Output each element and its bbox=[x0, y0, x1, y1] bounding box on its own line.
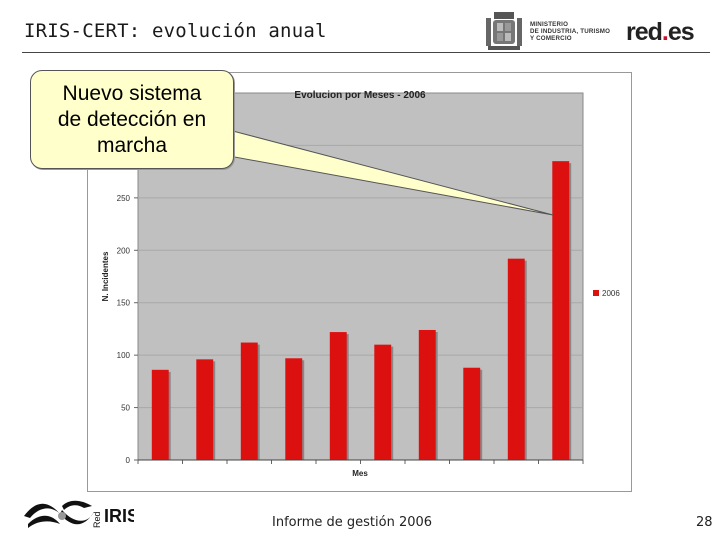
bar bbox=[151, 369, 169, 460]
slide-title: IRIS-CERT: evolución anual bbox=[24, 20, 327, 42]
x-axis-label: Mes bbox=[352, 469, 368, 478]
rediris-logo-red: Red bbox=[92, 511, 102, 528]
rede-logo: red.es bbox=[626, 18, 695, 47]
rediris-logo-mark: Red IRIS bbox=[24, 500, 139, 528]
ministry-line: MINISTERIO bbox=[530, 21, 569, 28]
y-tick-label: 250 bbox=[117, 194, 131, 203]
y-tick-label: 150 bbox=[117, 299, 131, 308]
bar bbox=[329, 332, 347, 460]
rede-logo-main: red bbox=[626, 18, 663, 46]
y-axis-label: N. Incidentes bbox=[101, 251, 110, 301]
callout-line: Nuevo sistema bbox=[62, 81, 202, 105]
bar bbox=[374, 344, 392, 460]
title-divider bbox=[22, 52, 710, 53]
y-tick-label: 50 bbox=[121, 404, 130, 413]
coat-of-arms-icon bbox=[486, 12, 522, 50]
footer-report-title: Informe de gestión 2006 bbox=[272, 515, 433, 530]
ministry-line: Y COMERCIO bbox=[530, 35, 572, 42]
y-tick-label: 200 bbox=[117, 246, 131, 255]
callout-bubble: Nuevo sistema de detección en marcha bbox=[30, 70, 234, 169]
bar bbox=[418, 329, 436, 460]
y-tick-label: 100 bbox=[117, 351, 131, 360]
rediris-logo: Red IRIS bbox=[22, 494, 139, 532]
rede-logo-tld: es bbox=[667, 18, 695, 46]
rediris-logo-iris: IRIS bbox=[104, 506, 134, 526]
legend-label: 2006 bbox=[602, 289, 620, 298]
bar bbox=[240, 342, 258, 460]
ministry-name: MINISTERIO DE INDUSTRIA, TURISMO Y COMER… bbox=[530, 21, 610, 42]
bar bbox=[507, 258, 525, 460]
rede-logo-dot: . bbox=[661, 18, 669, 46]
ministry-logo: MINISTERIO DE INDUSTRIA, TURISMO Y COMER… bbox=[484, 8, 614, 52]
ministry-line: DE INDUSTRIA, TURISMO bbox=[530, 28, 611, 35]
bar bbox=[552, 161, 570, 460]
legend-swatch bbox=[593, 290, 599, 296]
callout-line: de detección en bbox=[57, 107, 207, 131]
callout-text: Nuevo sistema de detección en marcha bbox=[58, 81, 206, 159]
y-tick-label: 0 bbox=[126, 456, 131, 465]
bar bbox=[196, 359, 214, 460]
callout-line: marcha bbox=[96, 133, 167, 157]
chart-title: Evolucion por Meses - 2006 bbox=[294, 90, 426, 101]
bar bbox=[463, 367, 481, 460]
bar bbox=[285, 358, 303, 460]
page-number: 28 bbox=[696, 515, 713, 530]
